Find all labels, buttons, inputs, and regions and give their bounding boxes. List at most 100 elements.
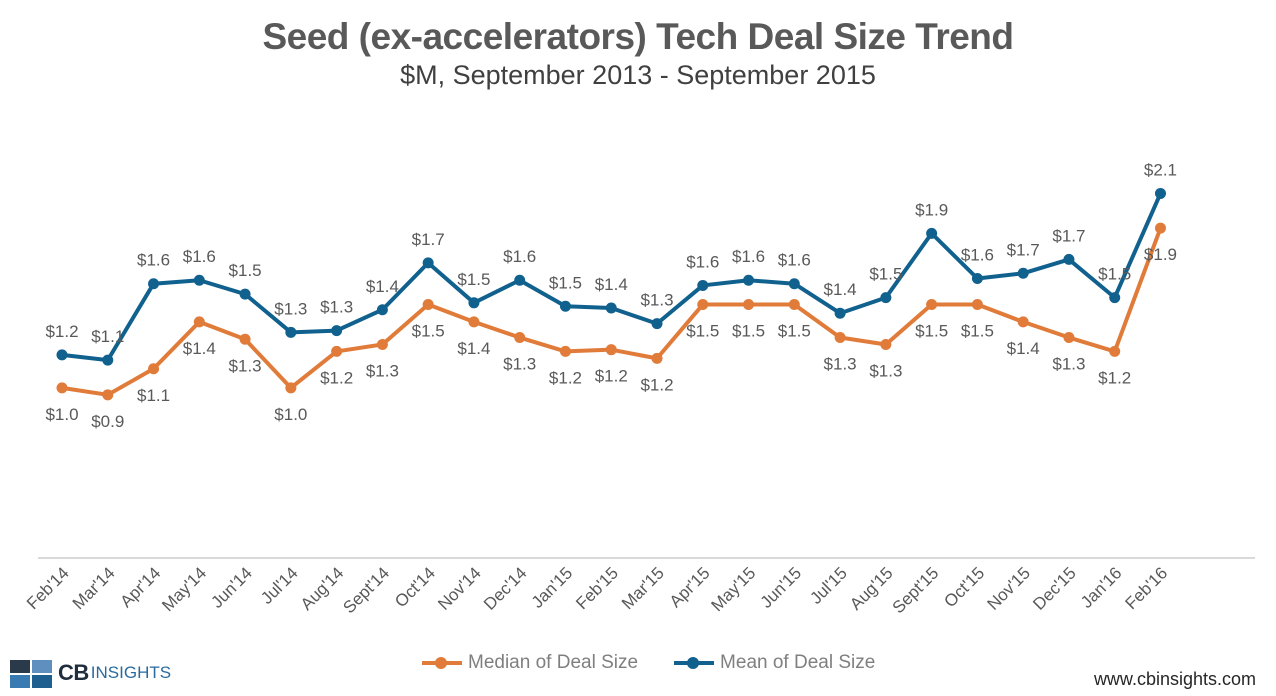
data-label-median-1: $0.9: [91, 412, 124, 431]
cb-logo-icon: [10, 660, 52, 688]
x-tick-label-8: Oct'14: [391, 563, 439, 611]
data-label-mean-6: $1.3: [320, 298, 353, 317]
point-median-16: [788, 299, 800, 311]
point-median-5: [285, 382, 297, 394]
data-label-mean-0: $1.2: [45, 322, 78, 341]
x-tick-label-15: May'15: [708, 563, 760, 615]
data-label-median-14: $1.5: [686, 322, 719, 341]
point-median-1: [102, 389, 114, 401]
series-layer: [56, 187, 1166, 401]
data-label-mean-5: $1.3: [274, 299, 307, 318]
data-label-mean-2: $1.6: [137, 251, 170, 270]
x-tick-label-11: Jan'15: [528, 563, 576, 611]
x-tick-label-13: Mar'15: [618, 563, 668, 613]
legend-label-median: Median of Deal Size: [468, 652, 639, 673]
data-label-mean-4: $1.5: [229, 261, 262, 280]
x-tick-label-12: Feb'15: [572, 563, 622, 613]
point-median-24: [1154, 222, 1166, 234]
logo-brand-suffix: INSIGHTS: [90, 663, 172, 682]
data-label-median-18: $1.3: [869, 361, 902, 380]
x-tick-label-14: Apr'15: [666, 563, 714, 611]
point-mean-22: [1063, 253, 1075, 265]
legend: Median of Deal Size Mean of Deal Size: [420, 652, 909, 674]
point-mean-16: [788, 278, 800, 290]
data-label-mean-21: $1.7: [1007, 240, 1040, 259]
point-median-23: [1109, 345, 1121, 357]
point-mean-23: [1109, 292, 1121, 304]
data-label-median-6: $1.2: [320, 368, 353, 387]
data-label-median-10: $1.3: [503, 355, 536, 374]
data-label-median-7: $1.3: [366, 361, 399, 380]
point-mean-6: [331, 325, 343, 337]
point-median-2: [148, 363, 160, 375]
data-label-median-19: $1.5: [915, 322, 948, 341]
legend-item-mean: Mean of Deal Size: [672, 652, 875, 674]
point-median-10: [514, 332, 526, 344]
data-label-median-20: $1.5: [961, 322, 994, 341]
data-label-median-15: $1.5: [732, 322, 765, 341]
legend-swatch-mean: [672, 653, 716, 673]
legend-item-median: Median of Deal Size: [420, 652, 638, 674]
point-mean-8: [422, 257, 434, 269]
data-label-layer: $1.0 $0.9 $1.1 $1.4 $1.3 $1.0 $1.2 $1.3 $1.5 $1.4…: [45, 160, 1177, 430]
data-label-median-21: $1.4: [1007, 339, 1040, 358]
point-median-19: [926, 299, 938, 311]
point-mean-14: [697, 279, 709, 291]
data-label-mean-24: $2.1: [1144, 160, 1177, 179]
point-median-18: [880, 338, 892, 350]
point-median-4: [239, 333, 251, 345]
data-label-median-12: $1.2: [595, 367, 628, 386]
data-label-mean-7: $1.4: [366, 277, 399, 296]
point-median-3: [193, 316, 205, 328]
cb-insights-logo: CB INSIGHTS: [10, 656, 171, 690]
point-mean-24: [1154, 187, 1166, 199]
x-tick-label-17: Jul'15: [806, 563, 850, 607]
data-label-median-9: $1.4: [457, 339, 490, 358]
data-label-mean-22: $1.7: [1052, 226, 1085, 245]
data-label-mean-18: $1.5: [869, 265, 902, 284]
x-tick-label-4: Jun'14: [207, 563, 255, 611]
point-mean-10: [514, 274, 526, 286]
point-mean-17: [834, 307, 846, 319]
point-median-7: [376, 338, 388, 350]
website-url: www.cbinsights.com: [1093, 669, 1256, 689]
x-tick-label-19: Sept'15: [889, 563, 943, 617]
point-median-8: [422, 299, 434, 311]
x-tick-label-2: Apr'14: [117, 563, 165, 611]
x-tick-label-20: Oct'15: [940, 563, 988, 611]
x-tick-label-21: Nov'15: [984, 563, 1034, 613]
point-median-11: [559, 345, 571, 357]
data-label-median-11: $1.2: [549, 368, 582, 387]
point-mean-20: [971, 273, 983, 285]
data-label-mean-23: $1.5: [1098, 265, 1131, 284]
point-mean-1: [102, 354, 114, 366]
data-label-median-13: $1.2: [640, 375, 673, 394]
data-label-mean-14: $1.6: [686, 252, 719, 271]
data-label-median-17: $1.3: [824, 355, 857, 374]
data-label-mean-11: $1.5: [549, 273, 582, 292]
point-mean-15: [743, 274, 755, 286]
point-mean-18: [880, 292, 892, 304]
point-mean-19: [926, 227, 938, 239]
logo-brand: CB: [58, 660, 89, 685]
data-label-mean-1: $1.1: [91, 327, 124, 346]
data-label-mean-17: $1.4: [824, 280, 857, 299]
data-label-median-8: $1.5: [412, 322, 445, 341]
chart-subtitle: $M, September 2013 - September 2015: [400, 60, 876, 90]
point-mean-0: [56, 349, 68, 361]
point-median-6: [331, 345, 343, 357]
point-mean-5: [285, 326, 297, 338]
point-median-21: [1017, 316, 1029, 328]
x-tick-label-18: Aug'15: [846, 563, 896, 613]
x-tick-label-1: Mar'14: [69, 563, 119, 613]
x-tick-label-24: Feb'16: [1121, 563, 1171, 613]
data-label-mean-12: $1.4: [595, 275, 628, 294]
data-label-mean-20: $1.6: [961, 246, 994, 265]
point-median-12: [605, 344, 617, 356]
point-mean-12: [605, 302, 617, 314]
x-tick-label-5: Jul'14: [257, 563, 301, 607]
point-median-17: [834, 332, 846, 344]
point-mean-2: [148, 278, 160, 290]
point-median-13: [651, 352, 663, 364]
